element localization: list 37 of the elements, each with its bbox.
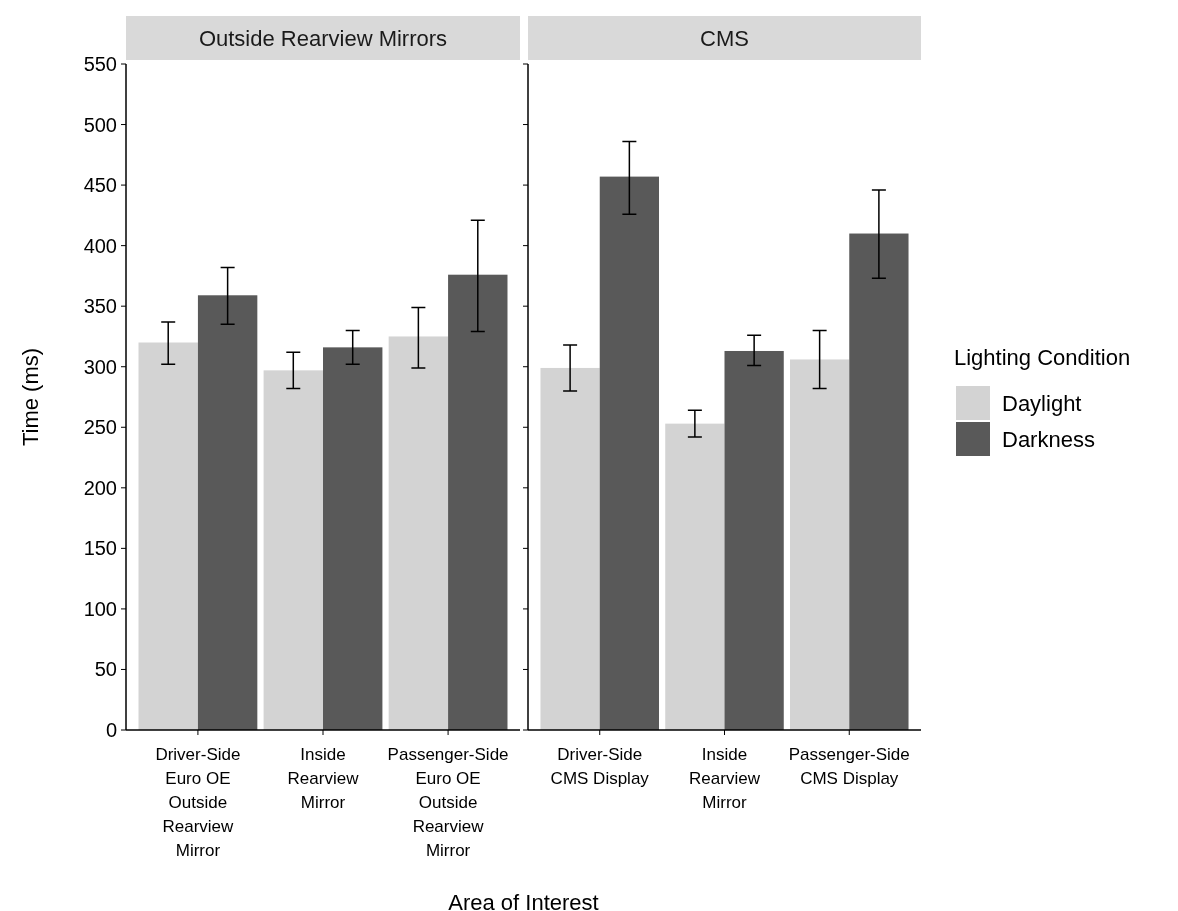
x-tick-label: Driver-Side Euro OE Outside Rearview Mirror (155, 745, 241, 860)
y-tick-label: 150 (83, 537, 117, 560)
y-tick-label: 300 (83, 355, 117, 378)
chart-title: Outside Rearview Mirrors (198, 26, 448, 51)
y-tick-label: 250 (83, 416, 117, 439)
y-tick-label: 550 (83, 53, 117, 75)
legend-title: Lighting Condition (954, 345, 1131, 370)
x-tick-label: Inside Rearview Mirror (689, 745, 761, 812)
y-tick-label: 500 (83, 113, 117, 136)
bar (724, 350, 784, 730)
bar (323, 347, 383, 730)
y-tick-label: 200 (83, 476, 117, 499)
x-axis-title: Area of Interest (448, 890, 599, 911)
y-axis-title: Time (ms) (18, 347, 43, 447)
bar (197, 295, 258, 730)
chart-title: CMS (700, 26, 749, 51)
y-tick-label: 450 (83, 174, 117, 197)
y-tick-label: 400 (83, 234, 117, 257)
legend-label: Daylight (1002, 390, 1082, 416)
y-tick-label: 350 (83, 295, 117, 318)
bar (790, 359, 850, 730)
bar (263, 370, 323, 730)
x-tick-label: Passenger-Side CMS Display (788, 745, 910, 788)
bar (849, 233, 909, 730)
y-tick-label: 100 (83, 597, 117, 620)
bar (540, 367, 600, 730)
x-tick-label: Inside Rearview Mirror (287, 745, 360, 812)
bar (388, 336, 449, 730)
bar (138, 342, 198, 730)
legend-label: Darkness (1002, 426, 1095, 452)
bar (599, 176, 659, 730)
bar (665, 423, 725, 730)
y-tick-label: 0 (105, 719, 117, 741)
x-tick-label: Driver-Side CMS Display (550, 745, 650, 788)
x-tick-label: Passenger-Side Euro OE Outside Rearview Mirror (387, 745, 509, 860)
bar (448, 274, 508, 730)
y-tick-label: 50 (94, 658, 117, 681)
